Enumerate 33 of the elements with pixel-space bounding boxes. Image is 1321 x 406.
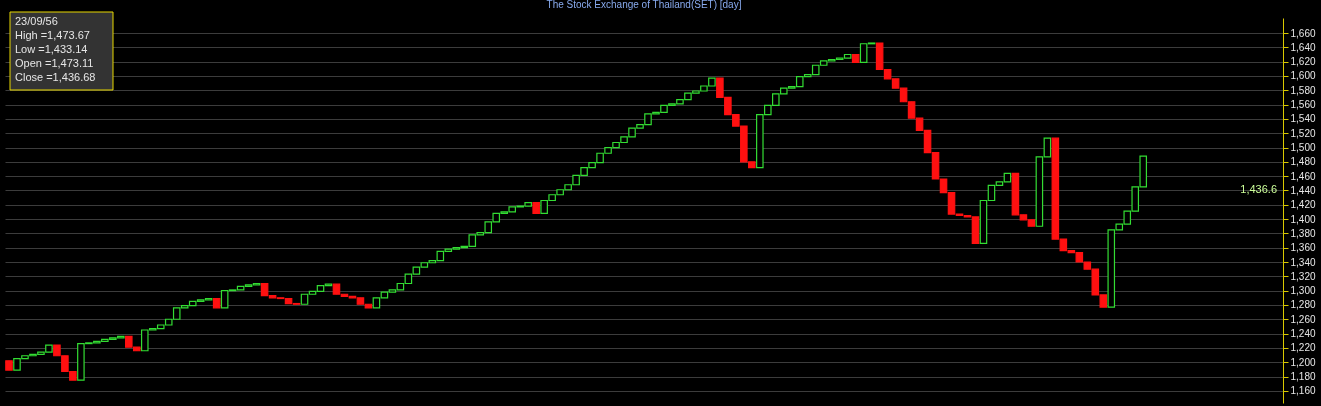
y-tick-label: 1,640 [1290, 41, 1316, 53]
y-tick-label: 1,460 [1290, 170, 1316, 182]
y-tick-label: 1,360 [1290, 242, 1316, 254]
y-tick-label: 1,300 [1290, 285, 1316, 297]
annotation: 23/09/56 [15, 15, 58, 27]
y-tick-label: 1,540 [1290, 113, 1316, 125]
y-tick-label: 1,600 [1290, 70, 1316, 82]
y-tick-label: 1,480 [1290, 156, 1316, 168]
y-tick-label: 1,200 [1290, 356, 1316, 368]
y-tick-label: 1,380 [1290, 227, 1316, 239]
y-tick-label: 1,620 [1290, 56, 1316, 68]
annotation: 1,436.6 [1240, 183, 1277, 195]
y-tick-label: 1,240 [1290, 328, 1316, 340]
chart-title: The Stock Exchange of Thailand(SET) [day] [546, 0, 742, 10]
annotation: Close =1,436.68 [15, 71, 96, 83]
annotation: Open =1,473.11 [15, 57, 94, 69]
y-tick-label: 1,180 [1290, 371, 1316, 383]
y-tick-label: 1,520 [1290, 127, 1316, 139]
y-tick-label: 1,420 [1290, 199, 1316, 211]
y-tick-label: 1,220 [1290, 342, 1316, 354]
y-tick-label: 1,580 [1290, 84, 1316, 96]
y-tick-label: 1,320 [1290, 270, 1316, 282]
annotation: High =1,473.67 [15, 29, 90, 41]
y-tick-label: 1,660 [1290, 27, 1316, 39]
y-tick-label: 1,440 [1290, 184, 1316, 196]
y-tick-label: 1,500 [1290, 142, 1316, 154]
y-tick-label: 1,160 [1290, 385, 1316, 397]
y-tick-label: 1,340 [1290, 256, 1316, 268]
y-tick-label: 1,260 [1290, 313, 1316, 325]
y-tick-label: 1,400 [1290, 213, 1316, 225]
y-tick-label: 1,280 [1290, 299, 1316, 311]
annotation: Low =1,433.14 [15, 43, 88, 55]
y-tick-label: 1,560 [1290, 99, 1316, 111]
